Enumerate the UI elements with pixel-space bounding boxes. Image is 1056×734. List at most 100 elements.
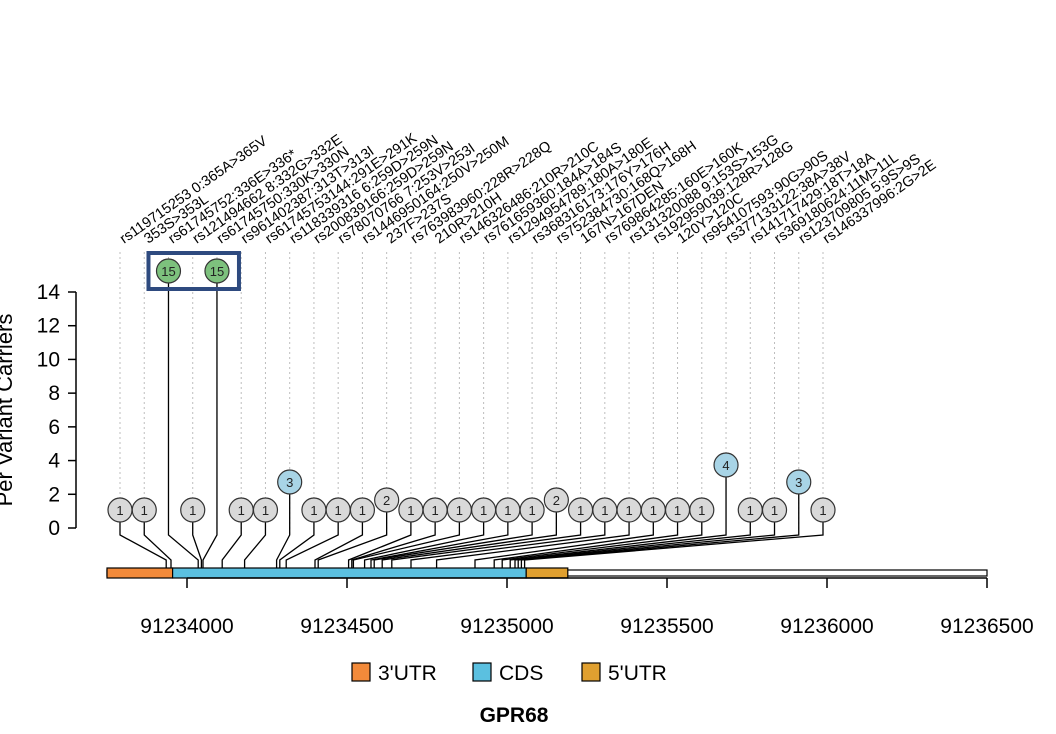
variant-count: 1: [141, 503, 148, 518]
variant-stem: [143, 522, 172, 568]
variant-count: 1: [262, 503, 269, 518]
y-tick-label: 6: [48, 416, 60, 439]
variant-count: 1: [674, 503, 681, 518]
variant-stem: [317, 512, 388, 568]
variant-count: 1: [359, 503, 366, 518]
y-tick-label: 0: [48, 517, 60, 540]
y-tick-label: 2: [48, 483, 60, 506]
variant-stem: [520, 494, 800, 568]
variant-count: 4: [722, 458, 729, 473]
variant-count: 1: [432, 503, 439, 518]
variant-stem: [517, 522, 776, 568]
variant-count: 15: [210, 264, 224, 279]
variant-count: 1: [698, 503, 705, 518]
variant-stem: [285, 522, 339, 568]
variant-stem: [373, 522, 533, 568]
variant-count: 2: [553, 493, 560, 508]
y-tick-label: 12: [37, 315, 60, 338]
variant-stem: [410, 522, 606, 568]
variant-stem: [509, 477, 727, 568]
variant-stem: [474, 522, 654, 568]
variant-stem: [493, 522, 679, 568]
y-tick-label: 14: [37, 281, 61, 304]
variant-head: [713, 452, 739, 478]
vertical-gridlines: [119, 252, 824, 535]
variant-count: 15: [161, 264, 175, 279]
variant-stem: [363, 522, 485, 568]
variant-head: [761, 497, 788, 523]
variant-count: 1: [528, 503, 535, 518]
variant-count: 1: [310, 503, 317, 518]
variant-stem: [370, 522, 509, 568]
variant-count: 1: [335, 503, 342, 518]
y-axis: 0 2 4 6 8 10 12 14: [37, 281, 77, 540]
legend-label: 5'UTR: [608, 662, 667, 685]
variant-labels: rs119715253 0:365A>365V353S>353Lrs617457…: [117, 130, 939, 247]
variant-count: 2: [383, 493, 390, 508]
variant-count: 1: [189, 503, 196, 518]
feature-block: [172, 567, 527, 579]
variant-count: 1: [116, 503, 123, 518]
feature-legend: 3'UTR CDS 5'UTR: [351, 662, 667, 685]
variant-count: 1: [577, 503, 584, 518]
variant-stem: [391, 522, 582, 568]
variant-stem: [275, 494, 291, 568]
x-axis: 91234000 91234500 91235000 91235500 91236000…: [140, 577, 1034, 638]
feature-block: [525, 567, 569, 579]
variant-count: 1: [771, 503, 778, 518]
variant-stem: [351, 522, 436, 568]
variant-stem: [501, 522, 703, 568]
variant-stem: [314, 522, 364, 568]
variant-head: [689, 497, 715, 523]
x-tick-label: 91236500: [940, 615, 1033, 638]
variant-head: [155, 258, 182, 284]
legend-swatch: [472, 662, 492, 682]
y-axis-label: Per Variant Carriers: [0, 314, 17, 507]
variant-stem: [381, 512, 557, 568]
y-tick-label: 4: [48, 450, 60, 473]
legend-swatch: [581, 662, 601, 682]
variant-head: [786, 469, 812, 495]
variant-stem: [202, 283, 218, 568]
variant-stem: [347, 522, 412, 568]
variant-stems: [119, 283, 824, 568]
variant-head: [180, 497, 206, 523]
variant-stem: [192, 522, 203, 568]
variant-count: 3: [795, 475, 802, 490]
variant-stem: [221, 522, 242, 568]
highlight-box: [146, 251, 241, 291]
gene-title: GPR68: [480, 704, 549, 727]
variant-stem: [279, 522, 315, 568]
variant-stem: [243, 522, 267, 568]
variant-count: 1: [819, 503, 826, 518]
legend-label: CDS: [499, 662, 543, 685]
feature-block: [106, 567, 174, 579]
variant-head: [543, 487, 569, 513]
legend-label: 3'UTR: [378, 662, 437, 685]
x-tick-label: 91236000: [780, 615, 873, 638]
variant-head: [374, 487, 400, 513]
variant-head: [252, 497, 279, 523]
variant-stem: [435, 522, 630, 568]
variant-count: 1: [747, 503, 754, 518]
variant-count: 1: [238, 503, 245, 518]
x-tick-label: 91235000: [460, 615, 553, 638]
x-tick-label: 91234000: [140, 615, 233, 638]
variant-count: 1: [407, 503, 414, 518]
x-tick-label: 91234500: [300, 615, 393, 638]
variant-count: 1: [625, 503, 632, 518]
variant-head: [204, 258, 230, 284]
variant-stem: [119, 522, 167, 568]
variant-stem: [167, 283, 199, 568]
variant-stem: [352, 522, 461, 568]
variant-head: [810, 497, 836, 523]
variant-count: 1: [650, 503, 657, 518]
y-tick-label: 8: [48, 382, 60, 405]
gene-track: [106, 567, 988, 579]
variant-stem: [523, 522, 824, 568]
variant-heads: 1 1 15 1 15 1 1 3 1 1 1 2 1 1 1 1 1 1 2 1 1 1 1 1 1 4 1 1 3 1: [107, 251, 836, 523]
x-tick-label: 91235500: [620, 615, 713, 638]
y-tick-label: 10: [37, 348, 60, 371]
variant-head: [349, 497, 376, 523]
